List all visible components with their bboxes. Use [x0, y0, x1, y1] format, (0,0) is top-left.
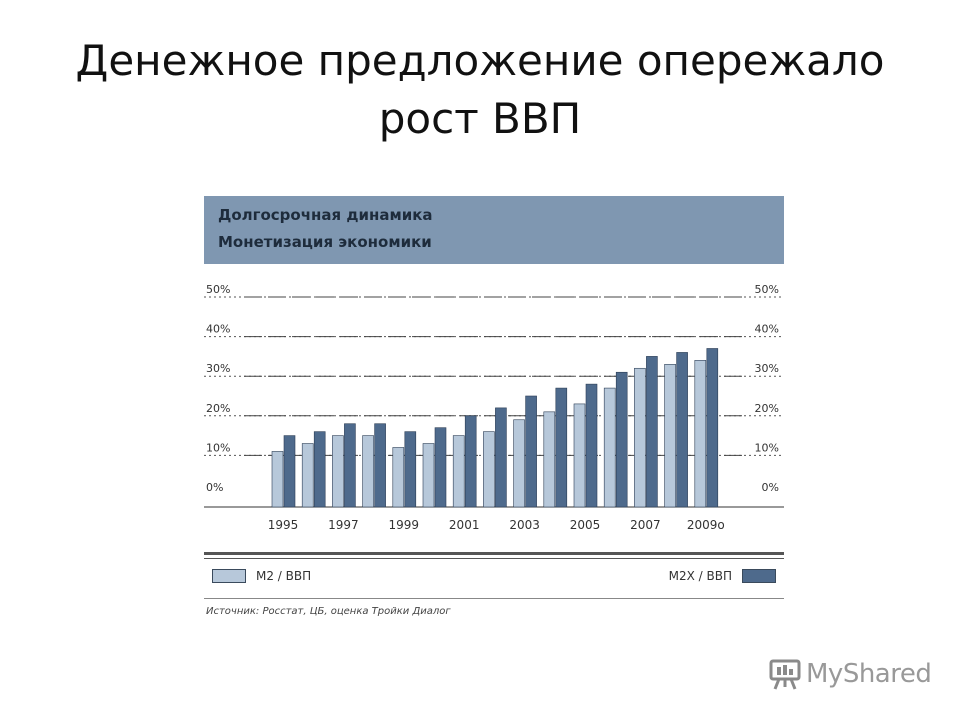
bar-m2: [573, 403, 586, 508]
bar-m2x: [434, 427, 447, 508]
x-tick-label: 1999: [389, 518, 420, 532]
chart-source: Источник: Росстат, ЦБ, оценка Тройки Диа…: [206, 606, 451, 617]
chart-subtitle: Монетизация экономики: [218, 233, 432, 251]
bar-m2x: [495, 407, 507, 508]
x-tick-label: 2005: [570, 518, 601, 532]
bar-m2: [301, 443, 314, 508]
legend-divider: [204, 552, 784, 555]
bar-m2x: [676, 352, 688, 508]
y-tick-label-right: 50%: [755, 283, 779, 296]
chart-title: Долгосрочная динамика: [218, 206, 433, 224]
y-tick-label-right: 0%: [762, 481, 779, 494]
x-tick-label: 1997: [328, 518, 359, 532]
chart-header: Долгосрочная динамика Монетизация эконом…: [204, 196, 784, 264]
bar-m2: [513, 419, 525, 508]
bar-m2: [362, 435, 374, 508]
y-tick-label-right: 40%: [755, 323, 779, 336]
bar-chart: 0% 0% 10% 10% 20% 20% 30% 30% 40% 40% 50% 50% 1995 19…: [204, 283, 784, 532]
y-tick-label-left: 50%: [206, 283, 230, 296]
y-tick-label-right: 20%: [755, 402, 779, 415]
brand-logo: MyShared: [768, 656, 932, 692]
bar-m2x: [404, 431, 417, 508]
slide-title-line1: Денежное предложение опережало: [75, 36, 885, 85]
chart-panel: Долгосрочная динамика Монетизация эконом…: [204, 196, 784, 626]
slide-title: Денежное предложение опережало рост ВВП: [40, 32, 920, 148]
x-tick-label: 2003: [509, 518, 540, 532]
bar-m2x: [283, 435, 296, 508]
bar-m2x: [374, 423, 386, 508]
bar-m2: [543, 411, 556, 508]
y-tick-label-left: 30%: [206, 362, 230, 375]
bar-m2: [634, 367, 646, 508]
y-tick-label-left: 0%: [206, 481, 223, 494]
bar-m2x: [555, 387, 568, 508]
bar-m2: [452, 435, 465, 508]
slide-title-line2: рост ВВП: [378, 94, 582, 143]
bar-m2x: [313, 431, 326, 508]
legend-label-m2: М2 / ВВП: [256, 569, 312, 583]
bar-m2: [271, 451, 284, 508]
x-tick-label: 2001: [449, 518, 480, 532]
bar-m2x: [464, 415, 477, 508]
y-tick-label-right: 10%: [755, 441, 779, 454]
bar-m2x: [615, 371, 628, 508]
bar-m2x: [646, 356, 658, 508]
y-tick-label-left: 40%: [206, 323, 230, 336]
x-tick-label: 1995: [268, 518, 299, 532]
legend: М2 / ВВП М2Х / ВВП: [204, 552, 784, 600]
y-tick-label-right: 30%: [755, 362, 779, 375]
bar-m2: [603, 387, 616, 508]
x-tick-label: 2007: [630, 518, 661, 532]
bar-m2: [392, 447, 405, 508]
legend-item-m2: М2 / ВВП: [212, 568, 311, 584]
bar-m2x: [525, 395, 537, 508]
bar-m2x: [344, 423, 356, 508]
legend-item-m2x: М2Х / ВВП: [669, 568, 776, 584]
brand-name: MyShared: [806, 659, 932, 689]
bar-m2x: [585, 383, 598, 508]
bar-m2x: [706, 348, 719, 508]
legend-swatch-m2: [212, 569, 246, 583]
bar-m2: [483, 431, 495, 508]
presentation-board-icon: [769, 659, 801, 690]
x-tick-label: 2009о: [687, 518, 725, 532]
bar-m2: [664, 364, 676, 508]
y-tick-label-left: 10%: [206, 441, 230, 454]
legend-divider-bottom: [204, 598, 784, 599]
legend-swatch-m2x: [742, 569, 776, 583]
bar-m2: [694, 360, 707, 508]
legend-label-m2x: М2Х / ВВП: [668, 569, 732, 583]
bar-m2: [422, 443, 435, 508]
legend-divider-thin: [204, 558, 784, 559]
y-tick-label-left: 20%: [206, 402, 230, 415]
bar-m2: [332, 435, 344, 508]
